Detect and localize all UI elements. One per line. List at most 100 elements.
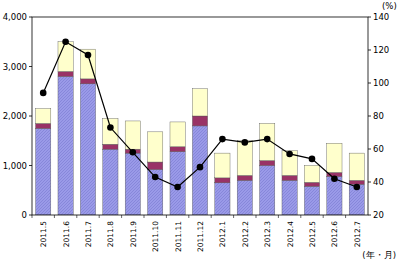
bar-segment <box>148 169 163 215</box>
marker <box>242 139 249 146</box>
y-tick-label: 4,000 <box>3 12 27 22</box>
bar-segment <box>80 49 95 79</box>
marker <box>309 156 316 163</box>
bar-segment <box>36 128 51 215</box>
bar-segment <box>282 175 297 180</box>
y2-tick <box>368 17 371 18</box>
marker <box>85 52 92 59</box>
bar-segment <box>327 176 342 215</box>
y2-tick-label: 60 <box>373 144 384 154</box>
x-tick-label: 2012.1 <box>218 221 227 247</box>
plot-frame <box>32 17 368 215</box>
x-tick-label: 2012.2 <box>241 221 250 247</box>
bar-segment <box>349 184 364 215</box>
bar-segment <box>103 118 118 144</box>
x-tick <box>188 215 189 218</box>
y2-axis-label: (%) <box>382 1 397 11</box>
x-tick-label: 2011.6 <box>62 221 71 247</box>
bar-segment <box>58 71 73 76</box>
x-tick <box>300 215 301 218</box>
bar-segment <box>260 166 275 216</box>
marks <box>36 38 365 215</box>
x-tick <box>76 215 77 218</box>
y-tick <box>29 17 32 18</box>
y-tick <box>29 215 32 216</box>
y-tick-label: 0 <box>22 210 27 220</box>
bar-segment <box>192 126 207 215</box>
bar-segment <box>349 153 364 180</box>
marker <box>40 90 47 97</box>
x-tick <box>121 215 122 218</box>
x-tick <box>256 215 257 218</box>
bar-segment <box>58 76 73 215</box>
bar-segment <box>192 116 207 126</box>
x-tick <box>278 215 279 218</box>
y2-tick <box>368 149 371 150</box>
bar-segment <box>237 180 252 215</box>
y2-tick-label: 120 <box>373 45 389 55</box>
x-tick-label: 2011.5 <box>39 221 48 247</box>
x-tick <box>166 215 167 218</box>
marker <box>264 136 271 143</box>
bar-segment <box>192 89 207 116</box>
x-tick-label: 2012.7 <box>353 221 362 247</box>
y2-tick <box>368 182 371 183</box>
bar-segment <box>260 161 275 166</box>
bar-segment <box>304 166 319 183</box>
bar-segment <box>282 151 297 176</box>
marker <box>219 136 226 143</box>
y2-tick-label: 80 <box>373 111 384 121</box>
y2-tick-label: 20 <box>373 210 384 220</box>
x-tick-label: 2011.12 <box>196 221 205 252</box>
bar-segment <box>103 149 118 215</box>
bar-segment <box>125 153 140 215</box>
x-tick-label: 2011.7 <box>84 221 93 247</box>
bar-segment <box>58 42 73 72</box>
x-tick <box>32 215 33 218</box>
bar-segment <box>327 143 342 172</box>
line <box>43 42 357 187</box>
bar-segment <box>125 121 140 149</box>
marker <box>354 184 361 191</box>
marker <box>286 151 293 158</box>
x-tick <box>144 215 145 218</box>
bar-segment <box>215 183 230 215</box>
marker <box>130 149 137 156</box>
bar-segment <box>80 79 95 84</box>
bar-segment <box>170 147 185 152</box>
x-tick-label: 2012.6 <box>330 221 339 247</box>
bar-segment <box>304 186 319 215</box>
bar-segment <box>237 141 252 176</box>
bar-segment <box>148 162 163 169</box>
x-tick <box>54 215 55 218</box>
y-tick-label: 1,000 <box>3 161 27 171</box>
marker <box>107 124 114 131</box>
bar-segment <box>237 175 252 180</box>
x-tick <box>99 215 100 218</box>
y2-tick <box>368 83 371 84</box>
bar-segment <box>148 132 163 162</box>
y2-tick <box>368 116 371 117</box>
x-tick-label: 2011.8 <box>106 221 115 247</box>
x-tick-label: 2011.9 <box>129 221 138 247</box>
x-tick <box>233 215 234 218</box>
bar-segment <box>215 178 230 183</box>
bar-segment <box>36 109 51 124</box>
y-tick <box>29 66 32 67</box>
bar-segment <box>170 152 185 215</box>
marker <box>152 174 159 181</box>
bar-segment <box>282 180 297 215</box>
x-tick-label: 2012.3 <box>263 221 272 247</box>
y2-tick-label: 100 <box>373 78 389 88</box>
x-tick-label: 2011.10 <box>151 221 160 252</box>
x-tick-label: 2012.4 <box>286 221 295 247</box>
y-tick-label: 3,000 <box>3 62 27 72</box>
bar-segment <box>80 84 95 215</box>
y-tick <box>29 165 32 166</box>
x-tick <box>211 215 212 218</box>
bar-segment <box>103 144 118 149</box>
y2-tick-label: 140 <box>373 12 389 22</box>
marker <box>62 38 69 45</box>
x-tick <box>345 215 346 218</box>
x-axis-label: (年・月) <box>362 250 396 260</box>
